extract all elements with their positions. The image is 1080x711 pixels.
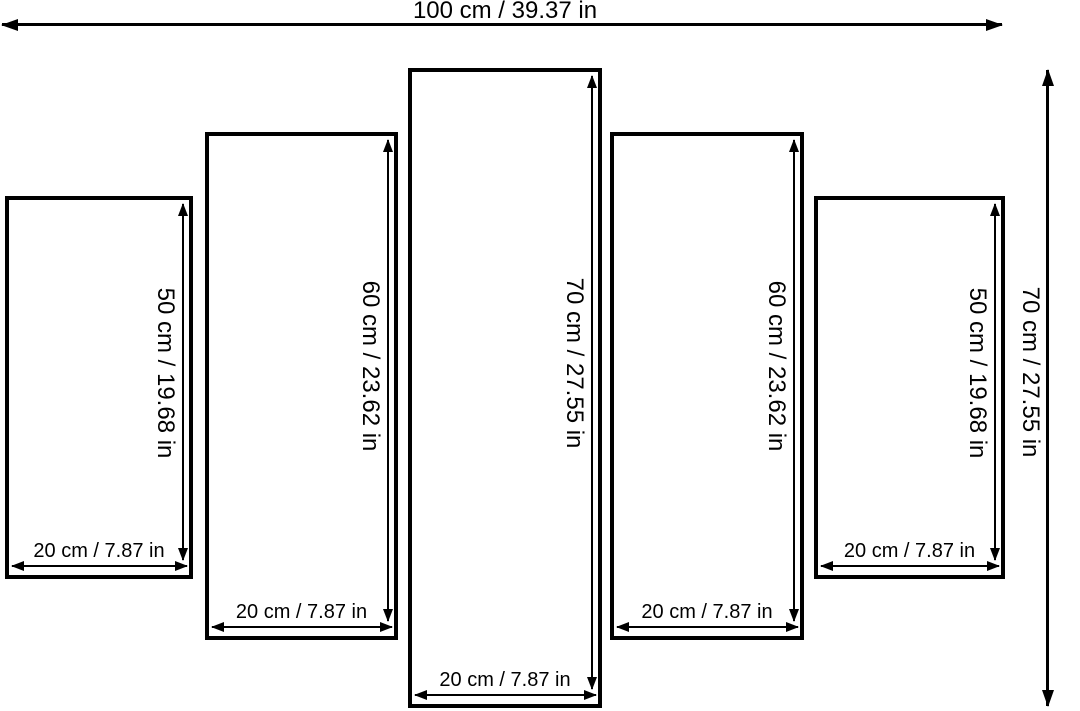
panel-4-width-label: 20 cm / 7.87 in — [641, 601, 773, 623]
panel-5: 50 cm / 19.68 in 20 cm / 7.87 in — [814, 196, 1005, 579]
panel-3: 70 cm / 27.55 in 20 cm / 7.87 in — [408, 68, 602, 708]
panel-1-width-arrow — [12, 565, 187, 567]
panel-5-height-arrow — [994, 204, 996, 560]
panel-2-height-label: 60 cm / 23.62 in — [357, 280, 384, 452]
overall-height-label: 70 cm / 27.55 in — [1017, 286, 1044, 458]
overall-width-label: 100 cm / 39.37 in — [412, 0, 598, 24]
overall-width-arrow — [2, 23, 1002, 26]
panel-3-height-label: 70 cm / 27.55 in — [561, 277, 588, 449]
panel-1: 50 cm / 19.68 in 20 cm / 7.87 in — [5, 196, 193, 579]
overall-height-arrow — [1046, 70, 1049, 706]
panel-4: 60 cm / 23.62 in 20 cm / 7.87 in — [610, 132, 804, 640]
panel-4-height-label: 60 cm / 23.62 in — [763, 280, 790, 452]
panel-3-width-label: 20 cm / 7.87 in — [439, 669, 571, 691]
panel-2: 60 cm / 23.62 in 20 cm / 7.87 in — [205, 132, 398, 640]
panel-2-width-arrow — [212, 626, 392, 628]
panel-3-width-arrow — [415, 694, 596, 696]
panel-1-height-arrow — [182, 204, 184, 560]
panel-5-width-arrow — [821, 565, 999, 567]
panel-4-width-arrow — [617, 626, 798, 628]
panel-1-width-label: 20 cm / 7.87 in — [33, 540, 165, 562]
panel-5-height-label: 50 cm / 19.68 in — [964, 287, 991, 458]
panel-2-height-arrow — [387, 140, 389, 621]
panel-1-height-label: 50 cm / 19.68 in — [152, 287, 179, 458]
panel-3-height-arrow — [591, 76, 593, 689]
panel-2-width-label: 20 cm / 7.87 in — [235, 601, 368, 623]
panel-5-width-label: 20 cm / 7.87 in — [843, 540, 976, 562]
panel-4-height-arrow — [793, 140, 795, 621]
